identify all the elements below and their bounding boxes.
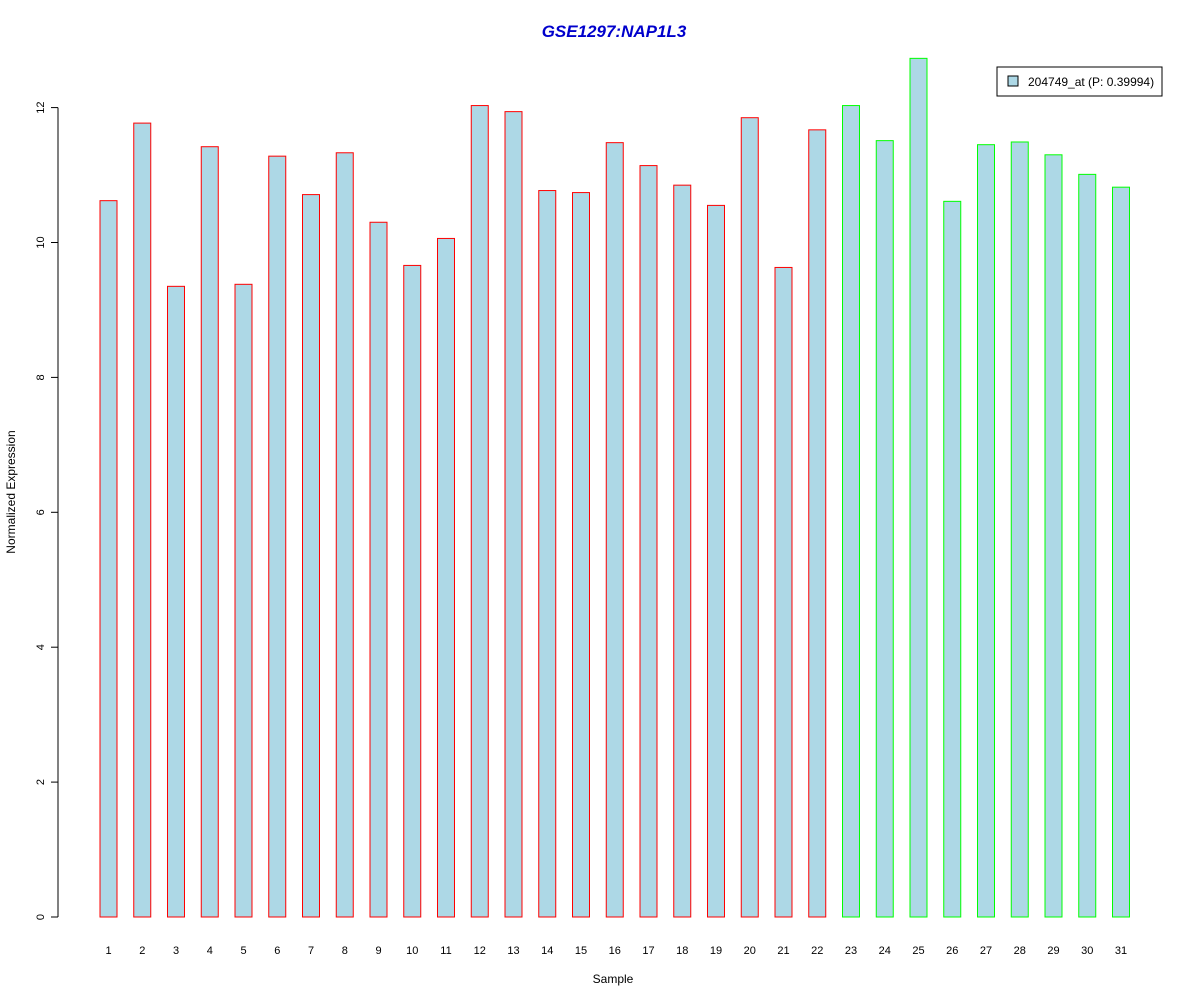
x-tick-label: 18 [676,945,688,957]
legend: 204749_at (P: 0.39994) [996,66,1163,97]
x-tick-label: 13 [507,945,519,957]
bar [673,184,692,918]
x-tick-label: 16 [609,945,621,957]
bar [842,105,860,918]
legend-swatch [1007,75,1019,87]
chart-title: GSE1297:NAP1L3 [542,22,687,41]
legend-label: 204749_at (P: 0.39994) [1028,75,1154,89]
bar [1078,173,1097,918]
x-tick-label: 15 [575,945,587,957]
x-tick-label: 11 [440,945,451,957]
bar [977,144,995,918]
bar [1044,154,1063,918]
bar [470,105,489,918]
x-tick-label: 3 [173,945,179,957]
bar [639,165,658,918]
y-axis: 0 2 4 6 8 10 12 [35,101,59,920]
bar [572,192,590,918]
bar [335,152,354,918]
bar [99,200,118,918]
x-tick-label: 12 [474,945,486,957]
bar [605,142,624,918]
bar [538,190,557,918]
x-tick-label: 24 [879,945,891,957]
x-tick-label: 1 [105,945,111,957]
y-tick-label: 12 [35,101,47,113]
bar [808,129,827,918]
x-tick-label: 17 [642,945,654,957]
x-axis-title: Sample [593,972,634,986]
x-tick-label: 8 [342,945,348,957]
y-axis-title: Normalized Expression [4,430,18,553]
x-tick-label: 21 [777,945,789,957]
y-tick-label: 0 [35,914,47,920]
bar [437,237,455,918]
x-tick-label: 9 [375,945,381,957]
x-tick-label: 20 [744,945,756,957]
bar [369,221,388,918]
y-tick-label: 10 [35,236,47,248]
legend-box [996,66,1163,97]
x-tick-label: 6 [274,945,280,957]
bar [268,155,287,918]
bar [234,283,253,918]
x-tick-label: 27 [980,945,992,957]
bar [875,140,894,918]
bar [909,57,928,918]
x-tick-label: 22 [811,945,823,957]
x-tick-label: 14 [541,945,553,957]
bar [133,122,152,918]
x-tick-label: 29 [1047,945,1059,957]
bar [504,111,523,918]
x-tick-label: 28 [1014,945,1026,957]
bar [1112,186,1130,918]
x-tick-label: 7 [308,945,314,957]
bar [740,117,759,918]
x-tick-label: 4 [207,945,213,957]
bar [302,194,320,918]
x-tick-label: 2 [139,945,145,957]
bar [774,266,793,918]
bar [1010,141,1029,918]
y-tick-label: 6 [35,509,47,515]
bar [403,264,422,918]
y-tick-label: 2 [35,779,47,785]
y-tick-label: 4 [35,644,47,650]
x-tick-label: 26 [946,945,958,957]
x-tick-label: 19 [710,945,722,957]
bar [200,146,219,918]
y-tick-label: 8 [35,374,47,380]
x-tick-label: 5 [240,945,246,957]
bars [99,57,1130,918]
x-tick-labels: 1 2 3 4 5 6 7 8 9 10 11 12 13 14 15 16 17 18 19 20 21 22 23 24 2… [105,945,1127,957]
bar [943,200,962,918]
bar [707,204,725,918]
x-tick-label: 23 [845,945,857,957]
x-tick-label: 25 [912,945,924,957]
x-tick-label: 31 [1115,945,1127,957]
x-tick-label: 10 [406,945,418,957]
bar [167,285,185,918]
x-tick-label: 30 [1081,945,1093,957]
